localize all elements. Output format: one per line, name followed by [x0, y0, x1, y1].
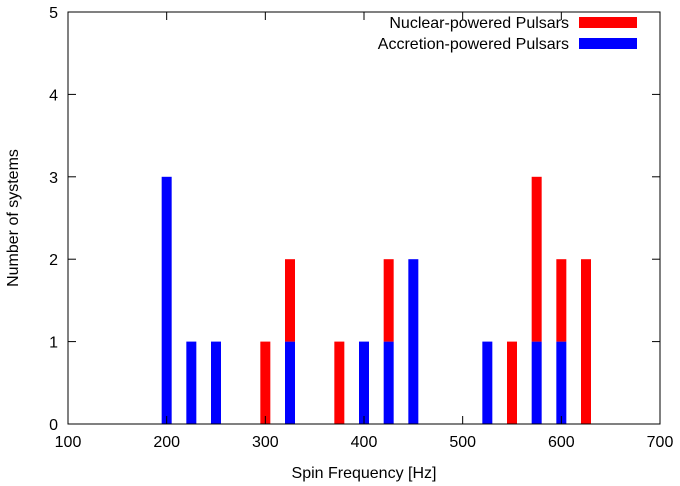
- x-tick-label: 300: [252, 434, 279, 451]
- bar: [285, 341, 295, 424]
- y-tick-label: 1: [49, 335, 58, 352]
- x-tick-label: 500: [449, 434, 476, 451]
- bar: [285, 259, 295, 342]
- x-tick-label: 600: [548, 434, 575, 451]
- bars-group: [161, 176, 591, 424]
- bar: [383, 341, 394, 424]
- y-tick-label: 0: [49, 417, 58, 434]
- bar: [556, 259, 567, 342]
- legend-label: Nuclear-powered Pulsars: [389, 15, 569, 32]
- legend-label: Accretion-powered Pulsars: [378, 36, 569, 53]
- bar: [260, 341, 271, 424]
- bar: [507, 341, 517, 424]
- y-tick-label: 4: [49, 87, 58, 104]
- bar: [334, 341, 345, 424]
- bar: [359, 341, 369, 424]
- y-tick-label: 3: [49, 170, 58, 187]
- bar: [482, 341, 493, 424]
- bar: [383, 259, 394, 342]
- y-tick-label: 5: [49, 5, 58, 22]
- x-tick-label: 700: [647, 434, 674, 451]
- legend-swatch: [579, 38, 637, 49]
- x-tick-label: 200: [153, 434, 180, 451]
- bar: [186, 341, 197, 424]
- x-axis-label: Spin Frequency [Hz]: [292, 465, 437, 482]
- x-tick-label: 400: [351, 434, 378, 451]
- bar: [211, 341, 221, 424]
- bar: [581, 259, 591, 424]
- bar: [408, 259, 419, 424]
- bar: [531, 341, 542, 424]
- bar: [161, 176, 172, 424]
- x-tick-label: 100: [55, 434, 82, 451]
- legend-swatch: [579, 17, 637, 28]
- bar: [531, 176, 542, 342]
- y-tick-label: 2: [49, 252, 58, 269]
- y-axis-label: Number of systems: [5, 149, 22, 287]
- plot-frame: [67, 11, 661, 425]
- bar: [556, 341, 567, 424]
- legend: Nuclear-powered Pulsars Accretion-powered…: [378, 15, 637, 53]
